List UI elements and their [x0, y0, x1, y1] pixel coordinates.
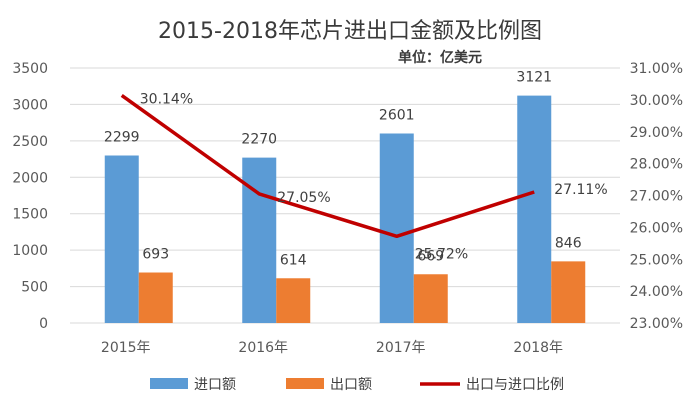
category-label: 2018年	[513, 340, 563, 356]
left-tick-label: 1000	[12, 243, 48, 259]
left-tick-label: 0	[39, 316, 48, 332]
bar-export	[138, 272, 173, 323]
bar-value-label: 3121	[516, 70, 552, 86]
left-tick-label: 2000	[12, 170, 48, 186]
category-label: 2016年	[238, 340, 288, 356]
left-tick-label: 500	[21, 280, 48, 296]
left-tick-label: 1500	[12, 207, 48, 223]
right-tick-label: 30.00%	[630, 93, 683, 109]
bar-value-label: 614	[280, 252, 307, 268]
legend-label: 出口额	[330, 377, 372, 393]
left-tick-label: 3500	[12, 61, 48, 77]
right-tick-label: 28.00%	[630, 157, 683, 173]
bar-export	[413, 274, 448, 323]
legend-label: 进口额	[194, 377, 236, 393]
right-tick-label: 23.00%	[630, 316, 683, 332]
bar-layer: 2299 2270 2601 3121 693 614 669 846	[104, 70, 586, 323]
chart-subtitle: 单位：亿美元	[398, 49, 482, 66]
bar-export	[276, 278, 311, 323]
right-tick-label: 24.00%	[630, 284, 683, 300]
bar-value-label: 2601	[379, 107, 415, 123]
bar-import	[517, 95, 552, 323]
ratio-value-label: 27.11%	[554, 182, 607, 198]
line-layer: 30.14% 27.05% 25.72% 27.11%	[120, 91, 608, 262]
ratio-value-label: 27.05%	[277, 190, 330, 206]
bar-value-label: 693	[142, 247, 169, 263]
bar-export	[551, 261, 586, 323]
right-tick-label: 29.00%	[630, 125, 683, 141]
right-axis-ticks: 23.00% 24.00% 25.00% 26.00% 27.00% 28.00% 29.0…	[630, 61, 683, 332]
right-tick-label: 27.00%	[630, 189, 683, 205]
chart-title: 2015-2018年芯片进出口金额及比例图	[158, 19, 542, 44]
right-tick-label: 26.00%	[630, 220, 683, 236]
legend: 进口额 出口额 出口与进口比例	[150, 377, 564, 393]
category-label: 2015年	[101, 340, 151, 356]
right-tick-label: 31.00%	[630, 61, 683, 77]
bar-value-label: 2299	[104, 130, 140, 146]
legend-swatch	[150, 378, 188, 389]
ratio-value-label: 25.72%	[415, 246, 468, 262]
bar-import	[104, 155, 139, 323]
right-tick-label: 25.00%	[630, 252, 683, 268]
left-tick-label: 3000	[12, 97, 48, 113]
bar-import	[242, 157, 277, 323]
ratio-value-label: 30.14%	[140, 91, 193, 107]
left-axis-ticks: 0 500 1000 1500 2000 2500 3000 3500	[12, 61, 48, 332]
left-tick-label: 2500	[12, 134, 48, 150]
bar-value-label: 669	[417, 248, 444, 264]
legend-label: 出口与进口比例	[466, 377, 564, 393]
legend-swatch	[286, 378, 324, 389]
ratio-line	[120, 93, 535, 239]
category-labels: 2015年 2016年 2017年 2018年	[101, 340, 563, 356]
bar-import	[379, 133, 414, 323]
bar-value-label: 2270	[241, 132, 277, 148]
category-label: 2017年	[376, 340, 426, 356]
bar-value-label: 846	[555, 235, 582, 251]
